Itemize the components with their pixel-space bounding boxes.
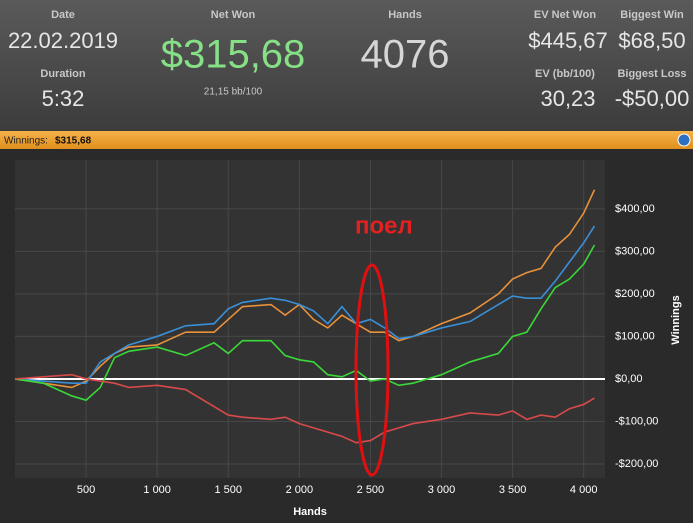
panel-bar (0, 131, 693, 149)
value: -$50,00 (615, 86, 690, 111)
label: EV (bb/100) (535, 68, 595, 80)
y-tick-label: -$100,00 (615, 415, 658, 427)
label: Net Won (211, 9, 256, 21)
x-tick-label: 3 000 (428, 484, 456, 496)
y-tick-label: $0,00 (615, 373, 643, 385)
series-line (14, 244, 596, 402)
x-tick-label: 500 (77, 484, 95, 496)
y-tick-label: $200,00 (615, 288, 655, 300)
value: 30,23 (540, 86, 595, 111)
x-tick-label: 1 500 (214, 484, 242, 496)
header (0, 0, 693, 131)
label: Biggest Win (620, 9, 684, 21)
series-line (14, 225, 596, 384)
x-tick-label: 4 000 (570, 484, 598, 496)
panel-value: $315,68 (55, 136, 92, 147)
value: 4076 (361, 33, 450, 77)
x-tick-label: 2 500 (357, 484, 385, 496)
x-tick-label: 2 000 (286, 484, 314, 496)
annotation: поел (355, 212, 413, 239)
y-tick-label: $400,00 (615, 203, 655, 215)
label: Hands (388, 9, 422, 21)
value: $445,67 (528, 28, 608, 53)
value: 5:32 (42, 86, 85, 111)
x-axis-title: Hands (293, 506, 327, 518)
y-tick-label: $300,00 (615, 245, 655, 257)
y-tick-label: -$200,00 (615, 458, 658, 470)
x-tick-label: 3 500 (499, 484, 527, 496)
x-tick-label: 1 000 (143, 484, 171, 496)
sub-value: 21,15 bb/100 (204, 87, 263, 98)
label: Duration (40, 68, 86, 80)
value: $315,68 (161, 33, 306, 77)
y-axis-title: Winnings (670, 295, 682, 344)
value: 22.02.2019 (8, 28, 118, 53)
label: Biggest Loss (617, 68, 686, 80)
value: $68,50 (618, 28, 685, 53)
panel-label: Winnings: (4, 136, 48, 147)
series-line (14, 373, 595, 444)
highlight-ellipse (354, 263, 390, 477)
label: Date (51, 9, 75, 21)
plot-area (15, 160, 605, 478)
label: EV Net Won (534, 9, 596, 21)
y-tick-label: $100,00 (615, 330, 655, 342)
help-button[interactable] (677, 133, 691, 147)
